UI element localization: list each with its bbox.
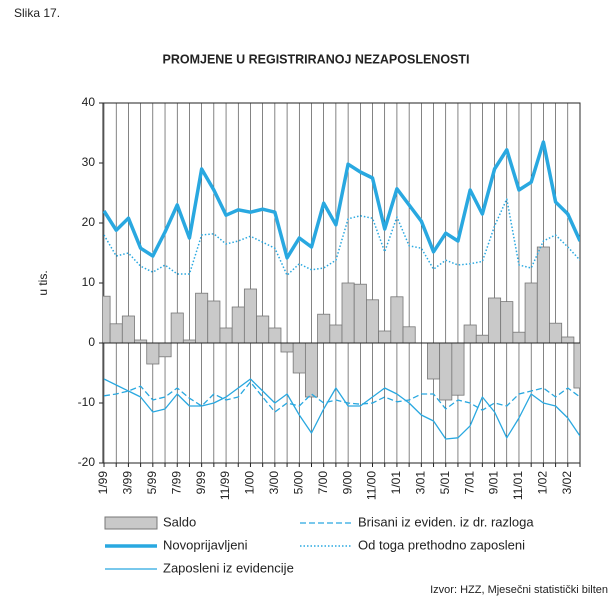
x-tick-label: 7/99 bbox=[169, 471, 183, 495]
x-tick-label: 3/99 bbox=[121, 471, 135, 495]
bar bbox=[317, 313, 331, 344]
plot-content bbox=[103, 140, 580, 440]
bar bbox=[561, 336, 575, 344]
x-tick-label: 9/00 bbox=[340, 471, 354, 495]
bar bbox=[231, 306, 245, 344]
y-tick-label: 10 bbox=[82, 275, 96, 289]
legend-label: Novoprijavljeni bbox=[163, 537, 248, 552]
bar bbox=[451, 342, 465, 396]
bar bbox=[353, 283, 367, 344]
legend-swatch bbox=[104, 516, 158, 530]
bar bbox=[158, 342, 172, 358]
bar bbox=[243, 288, 257, 344]
bar bbox=[207, 300, 221, 344]
line-series bbox=[103, 140, 580, 260]
bar bbox=[170, 312, 184, 344]
bar bbox=[329, 324, 343, 344]
bar bbox=[366, 299, 380, 344]
bar bbox=[475, 334, 489, 344]
legend-label: Zaposleni iz evidencije bbox=[163, 560, 294, 575]
bar bbox=[549, 322, 563, 344]
line-series bbox=[103, 378, 580, 440]
bar bbox=[304, 342, 318, 398]
bar bbox=[103, 295, 111, 344]
y-tick-label: -10 bbox=[78, 395, 96, 409]
x-tick-label: 9/01 bbox=[487, 471, 501, 495]
bar bbox=[109, 323, 123, 344]
bar bbox=[341, 282, 355, 344]
y-tick-label: 0 bbox=[88, 335, 95, 349]
x-tick-label: 9/99 bbox=[194, 471, 208, 495]
x-tick-label: 7/00 bbox=[316, 471, 330, 495]
bar bbox=[121, 315, 135, 344]
y-tick-label: 40 bbox=[82, 95, 96, 109]
y-tick-label: 30 bbox=[82, 155, 96, 169]
x-tick-label: 5/01 bbox=[438, 471, 452, 495]
x-tick-label: 11/99 bbox=[218, 471, 232, 500]
bar bbox=[268, 327, 282, 344]
x-tick-label: 1/02 bbox=[536, 471, 550, 495]
x-tick-label: 3/00 bbox=[267, 471, 281, 495]
source: Izvor: HZZ, Mjesečni statistički bilten bbox=[430, 584, 608, 596]
y-axis-label: u tis. bbox=[36, 270, 50, 295]
bar bbox=[195, 292, 209, 344]
bar bbox=[219, 327, 233, 344]
legend-label: Brisani iz eviden. iz dr. razloga bbox=[358, 514, 534, 529]
x-tick-label: 11/01 bbox=[511, 471, 525, 500]
bar bbox=[512, 331, 526, 344]
bar bbox=[146, 342, 160, 365]
bar bbox=[390, 296, 404, 344]
x-tick-label: 3/01 bbox=[414, 471, 428, 495]
bar bbox=[536, 246, 550, 344]
bar bbox=[500, 301, 514, 344]
bar bbox=[402, 326, 416, 344]
x-tick-label: 5/99 bbox=[145, 471, 159, 495]
plot-area bbox=[102, 102, 581, 464]
bar bbox=[280, 342, 294, 353]
figure-label: Slika 17. bbox=[14, 6, 60, 20]
bar bbox=[573, 342, 580, 389]
x-tick-label: 1/99 bbox=[96, 471, 110, 495]
bar bbox=[256, 315, 270, 344]
legend-label: Od toga prethodno zaposleni bbox=[358, 537, 525, 552]
bar bbox=[292, 342, 306, 374]
bar bbox=[378, 330, 392, 344]
bar bbox=[439, 342, 453, 401]
y-tick-label: -20 bbox=[78, 455, 96, 469]
x-tick-label: 1/01 bbox=[389, 471, 403, 495]
bar bbox=[488, 297, 502, 344]
line-series bbox=[103, 198, 580, 276]
x-tick-label: 7/01 bbox=[462, 471, 476, 495]
bar bbox=[524, 282, 538, 344]
x-tick-label: 3/02 bbox=[560, 471, 574, 495]
x-tick-label: 1/00 bbox=[243, 471, 257, 495]
line-series bbox=[103, 381, 580, 413]
bar bbox=[427, 342, 441, 380]
x-tick-label: 11/00 bbox=[365, 471, 379, 500]
x-tick-label: 5/00 bbox=[291, 471, 305, 495]
legend-label: Saldo bbox=[163, 514, 196, 529]
y-tick-label: 20 bbox=[82, 215, 96, 229]
chart-title: PROMJENE U REGISTRIRANOJ NEZAPOSLENOSTI bbox=[163, 52, 470, 66]
bar bbox=[463, 324, 477, 344]
